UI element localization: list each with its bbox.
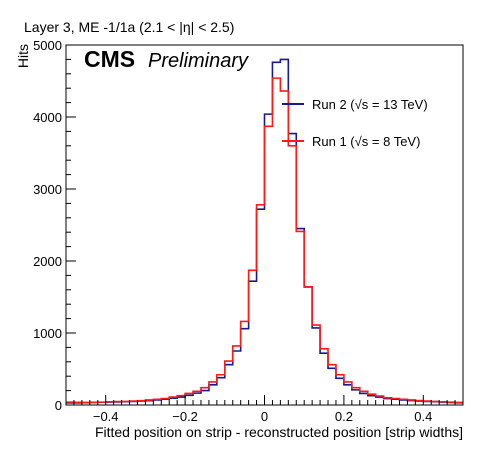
x-tick-label: −0.2 bbox=[172, 409, 198, 424]
y-tick-label: 1000 bbox=[33, 326, 62, 341]
x-tick-label: 0.2 bbox=[335, 409, 353, 424]
y-tick-label: 0 bbox=[55, 398, 62, 413]
y-tick-label: 4000 bbox=[33, 110, 62, 125]
series-line-run1 bbox=[66, 77, 463, 404]
x-tick-label: −0.4 bbox=[93, 409, 119, 424]
legend-label-run1: Run 1 (√s = 8 TeV) bbox=[312, 134, 420, 149]
chart-title: Layer 3, ME -1/1a (2.1 < |η| < 2.5) bbox=[24, 19, 234, 35]
x-tick-label: 0.4 bbox=[414, 409, 432, 424]
legend-label-run2: Run 2 (√s = 13 TeV) bbox=[312, 97, 428, 112]
legend: Run 2 (√s = 13 TeV) Run 1 (√s = 8 TeV) bbox=[282, 97, 428, 149]
y-axis-label: Hits bbox=[15, 44, 31, 68]
x-axis-ticks: −0.4 −0.2 0 0.2 0.4 bbox=[65, 395, 464, 424]
y-axis-ticks: 0 1000 2000 3000 4000 5000 bbox=[33, 38, 76, 413]
x-axis-label: Fitted position on strip - reconstructed… bbox=[95, 424, 463, 440]
x-tick-label: 0 bbox=[261, 409, 268, 424]
cms-sublabel: Preliminary bbox=[148, 50, 249, 72]
y-tick-label: 3000 bbox=[33, 182, 62, 197]
cms-label: CMS bbox=[84, 46, 135, 72]
y-tick-label: 5000 bbox=[33, 38, 62, 53]
y-tick-label: 2000 bbox=[33, 254, 62, 269]
plot-area: −0.4 −0.2 0 0.2 0.4 0 1000 2000 3000 4000 5000 bbox=[33, 38, 464, 424]
